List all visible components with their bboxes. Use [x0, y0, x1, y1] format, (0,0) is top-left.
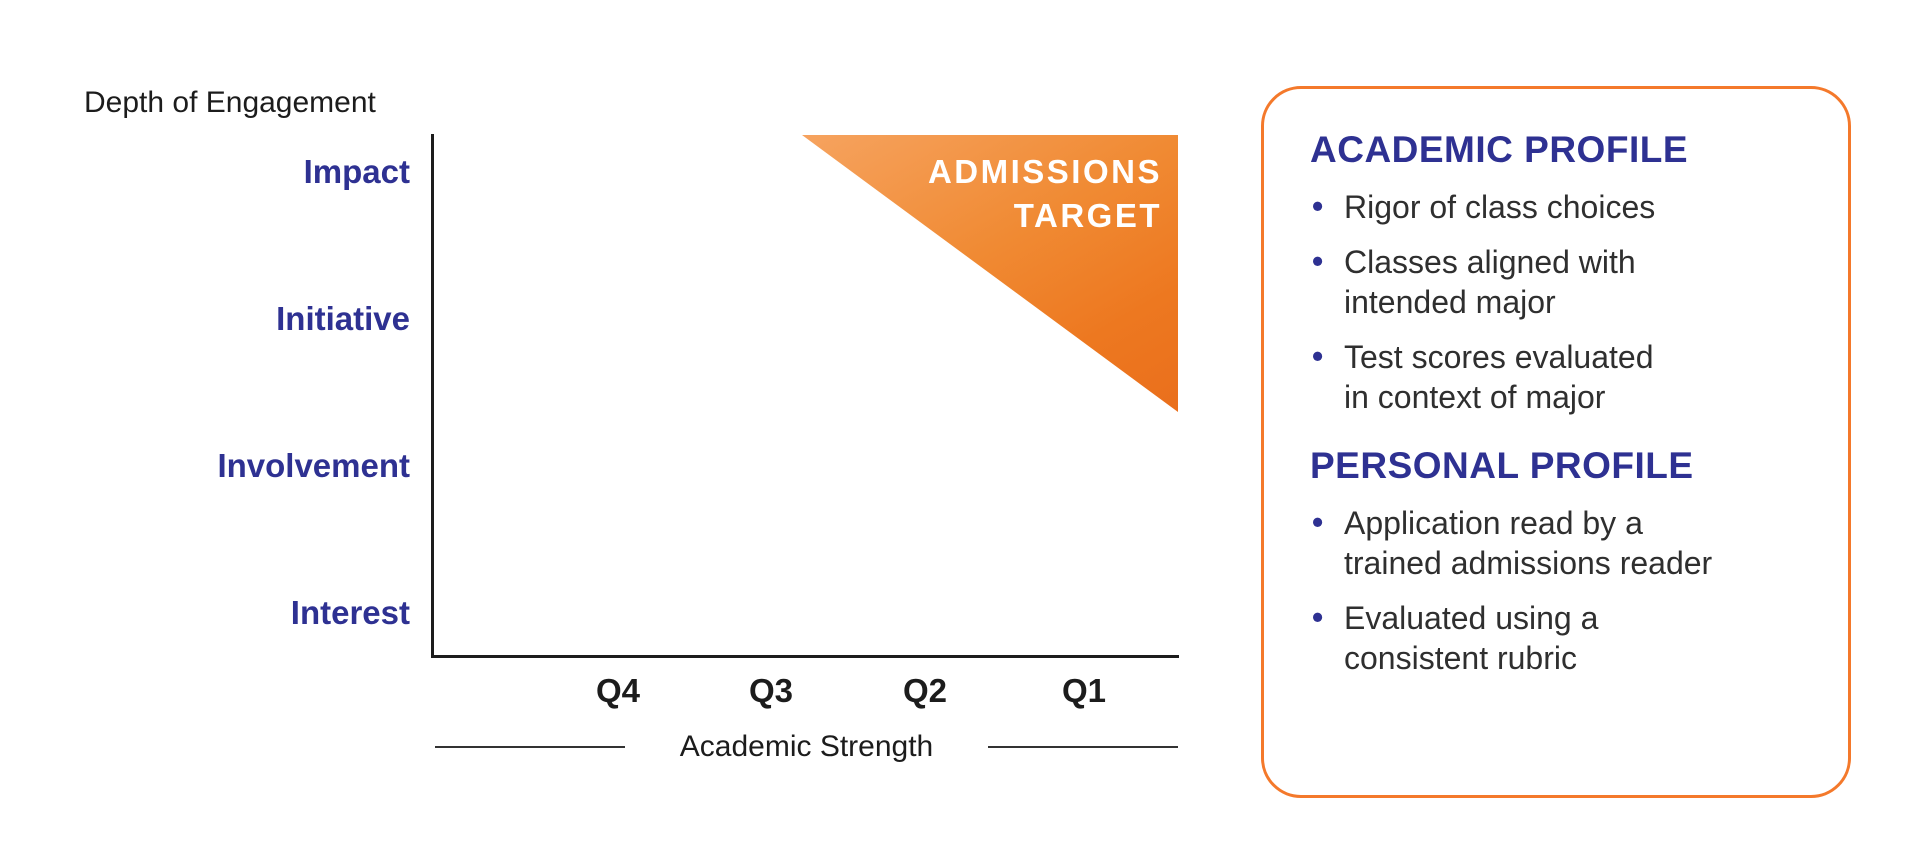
- personal-profile-heading: PERSONAL PROFILE: [1310, 445, 1694, 486]
- academic-bullet-rigor: Rigor of class choices: [1344, 189, 1656, 225]
- personal-bullet-rubric: Evaluated using a consistent rubric: [1344, 600, 1599, 676]
- list-item: • Application read by a trained admissio…: [1310, 503, 1802, 583]
- x-axis-caption: Academic Strength: [435, 730, 1178, 764]
- bullet-icon: •: [1312, 338, 1324, 374]
- academic-bullet-test-scores: Test scores evaluated in context of majo…: [1344, 339, 1654, 415]
- list-item: • Evaluated using a consistent rubric: [1310, 598, 1802, 678]
- profile-card: ACADEMIC PROFILE • Rigor of class choice…: [1261, 86, 1851, 798]
- personal-bullet-application: Application read by a trained admissions…: [1344, 505, 1713, 581]
- y-axis-title: Depth of Engagement: [84, 86, 376, 119]
- y-tick-involvement: Involvement: [217, 447, 410, 484]
- list-item: • Test scores evaluated in context of ma…: [1310, 337, 1802, 417]
- y-axis-line: [431, 134, 434, 658]
- y-tick-interest: Interest: [290, 594, 410, 631]
- caption-line-left: [435, 746, 625, 748]
- x-tick-q3: Q3: [748, 672, 794, 709]
- bullet-icon: •: [1312, 243, 1324, 279]
- admissions-target-label: ADMISSIONS TARGET: [927, 153, 1162, 234]
- x-tick-q1: Q1: [1061, 672, 1107, 709]
- list-item: • Classes aligned with intended major: [1310, 242, 1802, 322]
- academic-bullet-classes: Classes aligned with intended major: [1344, 244, 1636, 320]
- x-axis-line: [431, 655, 1179, 658]
- y-tick-impact: Impact: [303, 153, 410, 190]
- bullet-icon: •: [1312, 504, 1324, 540]
- x-tick-q4: Q4: [595, 672, 641, 709]
- bullet-icon: •: [1312, 188, 1324, 224]
- academic-profile-heading: ACADEMIC PROFILE: [1310, 129, 1688, 170]
- bullet-icon: •: [1312, 599, 1324, 635]
- x-axis-title: Academic Strength: [679, 730, 934, 763]
- caption-line-right: [988, 746, 1178, 748]
- y-tick-initiative: Initiative: [276, 300, 410, 337]
- list-item: • Rigor of class choices: [1310, 187, 1802, 227]
- x-tick-q2: Q2: [902, 672, 948, 709]
